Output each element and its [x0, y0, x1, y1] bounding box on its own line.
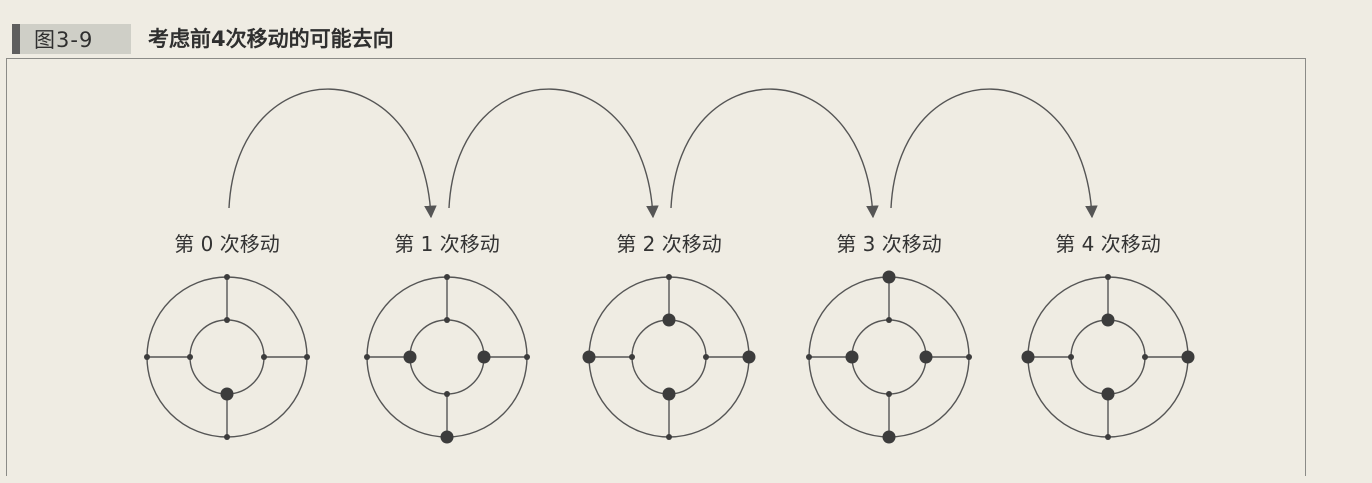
inner-ring: [1070, 319, 1146, 395]
occupied-node: [1101, 387, 1115, 401]
node: [1105, 434, 1111, 440]
node: [444, 391, 450, 397]
step-label: 第 1 次移动: [394, 232, 499, 256]
occupied-node: [403, 350, 417, 364]
occupied-node: [1181, 350, 1195, 364]
figure-number-tab: [20, 24, 131, 54]
ring-graph: [1021, 274, 1195, 440]
node: [144, 354, 150, 360]
transition-arrow: [670, 88, 879, 219]
inner-ring: [631, 319, 707, 395]
figure-number: 图3-9: [34, 28, 94, 52]
transition-arrow: [228, 88, 437, 219]
occupied-node: [882, 430, 896, 444]
occupied-node: [582, 350, 596, 364]
rings-layer: [144, 270, 1195, 444]
inner-ring: [851, 319, 927, 395]
node: [224, 317, 230, 323]
node: [1142, 354, 1148, 360]
transition-arrow: [890, 88, 1098, 219]
occupied-node: [742, 350, 756, 364]
occupied-node: [882, 270, 896, 284]
ring-graph: [806, 270, 972, 444]
node: [224, 274, 230, 280]
occupied-node: [220, 387, 234, 401]
step-label: 第 2 次移动: [616, 232, 721, 256]
ring-graph: [364, 274, 530, 444]
header-accent-bar: [12, 24, 20, 54]
arrows-layer: [228, 88, 1098, 219]
occupied-node: [477, 350, 491, 364]
figure-header: 图3-9 考虑前4次移动的可能去向: [0, 0, 1372, 62]
ring-graph: [582, 274, 756, 440]
node: [224, 434, 230, 440]
node: [187, 354, 193, 360]
node: [806, 354, 812, 360]
node: [304, 354, 310, 360]
node: [703, 354, 709, 360]
occupied-node: [1101, 313, 1115, 327]
occupied-node: [845, 350, 859, 364]
step-label: 第 3 次移动: [836, 232, 941, 256]
node: [261, 354, 267, 360]
ring-graph: [144, 274, 310, 440]
node: [444, 274, 450, 280]
labels-layer: 第 0 次移动 第 1 次移动 第 2 次移动 第 3 次移动 第 4 次移动: [174, 232, 1160, 256]
occupied-node: [919, 350, 933, 364]
figure-title: 考虑前4次移动的可能去向: [148, 27, 394, 51]
node: [966, 354, 972, 360]
node: [629, 354, 635, 360]
transition-arrow: [448, 88, 659, 219]
occupied-node: [662, 387, 676, 401]
step-label: 第 0 次移动: [174, 232, 279, 256]
inner-ring: [409, 319, 485, 395]
node: [1068, 354, 1074, 360]
figure-frame: [6, 58, 1306, 476]
node: [886, 317, 892, 323]
occupied-node: [1021, 350, 1035, 364]
node: [886, 391, 892, 397]
step-label: 第 4 次移动: [1055, 232, 1160, 256]
node: [444, 317, 450, 323]
node: [666, 434, 672, 440]
node: [364, 354, 370, 360]
inner-ring: [189, 319, 265, 395]
node: [1105, 274, 1111, 280]
occupied-node: [440, 430, 454, 444]
node: [524, 354, 530, 360]
occupied-node: [662, 313, 676, 327]
node: [666, 274, 672, 280]
